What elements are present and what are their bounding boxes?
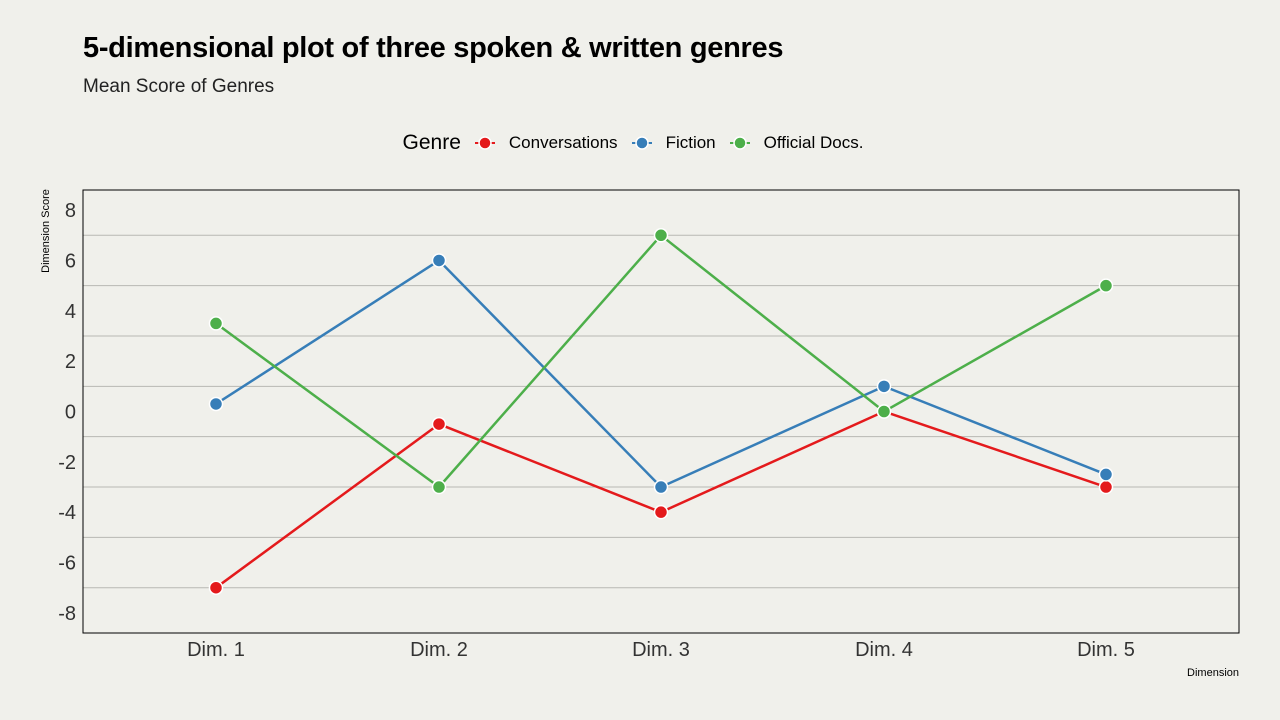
- y-tick-label: -8: [58, 603, 76, 625]
- y-tick-label: 6: [65, 250, 76, 272]
- legend-key-fiction: [631, 136, 652, 150]
- data-point-official-docs: [1098, 278, 1114, 293]
- y-tick-label: 8: [65, 200, 76, 222]
- y-tick-label: -6: [58, 553, 76, 575]
- x-tick-label: Dim. 5: [1077, 639, 1135, 661]
- data-point-conversations: [1098, 479, 1114, 495]
- plot-border: [82, 189, 1240, 634]
- data-point-official-docs: [431, 479, 447, 495]
- y-tick-label: -4: [58, 502, 76, 524]
- chart-title: 5-dimensional plot of three spoken & wri…: [83, 32, 784, 64]
- y-tick-label: 4: [65, 301, 76, 323]
- series-line-official-docs: [215, 234, 1107, 489]
- legend-title: Genre: [402, 131, 461, 154]
- data-point-fiction: [653, 479, 669, 495]
- data-point-fiction: [1098, 467, 1114, 482]
- data-point-official-docs: [208, 316, 224, 331]
- legend-key-conversations: [474, 136, 495, 150]
- x-axis-title: Dimension: [1187, 667, 1239, 679]
- y-tick-label: -2: [58, 452, 76, 474]
- legend-label-official-docs: Official Docs.: [763, 133, 864, 152]
- legend-item-official-docs: Official Docs.: [729, 133, 864, 153]
- series-conversations: [208, 404, 1114, 595]
- x-tick-label: Dim. 4: [855, 639, 913, 661]
- legend-item-fiction: Fiction: [631, 133, 716, 153]
- data-point-conversations: [431, 416, 447, 432]
- series-layer: [208, 228, 1114, 595]
- gridlines: [83, 234, 1239, 589]
- legend-label-conversations: Conversations: [508, 133, 618, 152]
- data-point-official-docs: [876, 404, 892, 419]
- series-line-fiction: [215, 259, 1107, 489]
- legend: Genre Conversations Fiction Official Doc…: [0, 128, 1280, 158]
- x-tick-label: Dim. 2: [410, 639, 468, 661]
- axis-labels: -8 -6 -4 -2 0 2 4 6 8 Dim. 1 Dim. 2 Dim. 3 Dim. 4 Dim…: [58, 200, 1135, 661]
- data-point-fiction: [208, 396, 224, 412]
- x-tick-label: Dim. 1: [187, 639, 245, 661]
- data-point-fiction: [876, 379, 892, 394]
- series-line-conversations: [215, 410, 1107, 589]
- data-point-fiction: [431, 253, 447, 268]
- data-point-official-docs: [653, 228, 669, 243]
- y-tick-label: 0: [65, 402, 76, 424]
- series-fiction: [208, 253, 1114, 495]
- x-tick-label: Dim. 3: [632, 639, 690, 661]
- data-point-conversations: [653, 504, 669, 520]
- legend-item-conversations: Conversations: [474, 133, 618, 153]
- series-official-docs: [208, 228, 1114, 495]
- data-point-conversations: [208, 580, 224, 595]
- y-tick-label: 2: [65, 351, 76, 373]
- legend-label-fiction: Fiction: [665, 133, 716, 152]
- chart-subtitle: Mean Score of Genres: [83, 76, 275, 97]
- y-axis-title: Dimension Score: [40, 189, 52, 273]
- legend-key-official-docs: [729, 136, 750, 150]
